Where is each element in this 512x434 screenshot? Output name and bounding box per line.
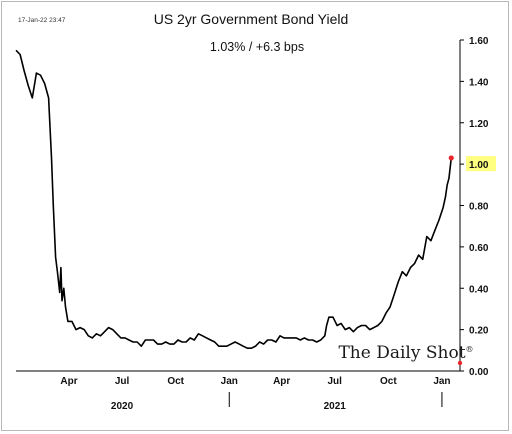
timestamp: 17-Jan-22 23:47 <box>18 17 66 24</box>
chart-title: US 2yr Government Bond Yield <box>154 11 349 27</box>
y-tick-label: 1.20 <box>469 119 489 130</box>
last-value-dot <box>448 155 454 161</box>
y-tick-label: 1.40 <box>469 77 489 88</box>
x-axis: Apr Jul Oct Jan Apr Jul Oct Jan <box>16 370 460 407</box>
y-tick-highlight <box>466 156 496 172</box>
y-tick-label: 1.60 <box>469 36 489 47</box>
x-tick-label: Jan <box>221 376 238 387</box>
x-tick-label: Jul <box>327 376 342 387</box>
y-tick-label: 0.80 <box>469 202 489 213</box>
x-tick-label: Oct <box>380 376 397 387</box>
year-label: 2020 <box>111 401 134 412</box>
chart-subtitle: 1.03% / +6.3 bps <box>210 40 304 54</box>
brand-mark: ® <box>466 345 474 354</box>
x-tick-label: Jan <box>433 376 450 387</box>
y-tick-label: 0.00 <box>469 367 489 378</box>
y-tick-label: 0.60 <box>469 243 489 254</box>
series-line <box>15 49 453 350</box>
year-labels: 2020 2021 <box>111 401 346 412</box>
axis-marker-dot <box>457 360 463 366</box>
y-tick-label: 0.40 <box>469 284 489 295</box>
y-tick-label: 1.00 <box>469 160 489 171</box>
x-tick-label: Apr <box>60 376 77 387</box>
brand-name: The Daily Shot <box>338 343 465 363</box>
brand-logo: The Daily Shot® <box>338 343 473 363</box>
x-tick-label: Apr <box>273 376 290 387</box>
year-label: 2021 <box>324 401 347 412</box>
y-tick-label: 0.20 <box>469 326 489 337</box>
x-tick-label: Oct <box>167 376 184 387</box>
series-group <box>15 49 463 366</box>
x-tick-label: Jul <box>115 376 130 387</box>
y-axis: 0.00 0.20 0.40 0.60 0.80 1.00 1.20 1.40 1.60 <box>459 36 496 378</box>
